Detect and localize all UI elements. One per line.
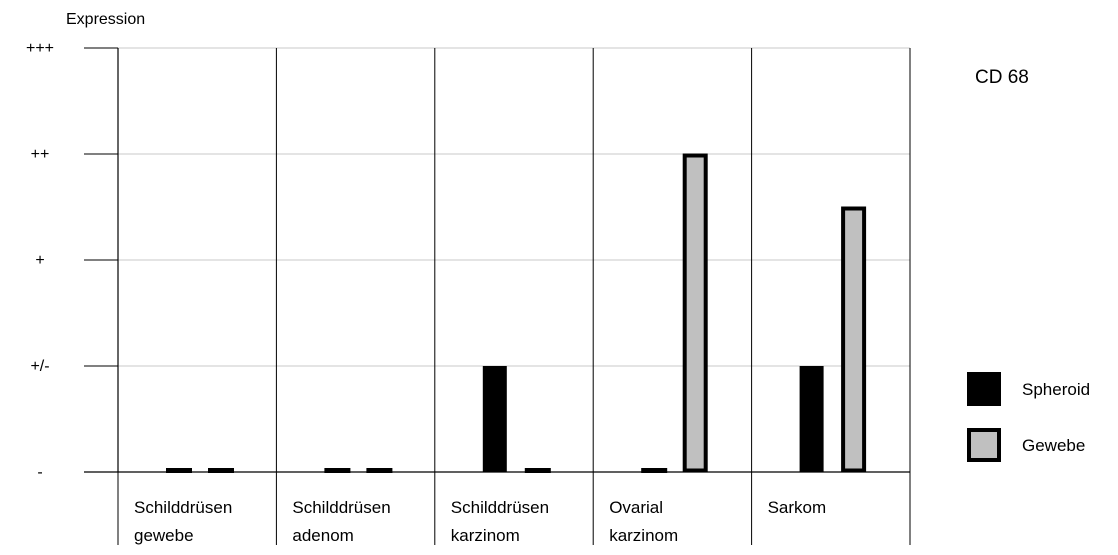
chart-title: CD 68 (975, 67, 1029, 88)
bar-gewebe (682, 153, 708, 473)
legend-label-spheroid: Spheroid (1022, 380, 1090, 399)
bar-gewebe (208, 468, 234, 473)
y-tick-label: + (35, 252, 44, 269)
category-label: Schilddrüsen (134, 498, 232, 517)
labels: -+/-++++++SchilddrüsengewebeSchilddrüsen… (26, 40, 826, 545)
bar-gewebe (366, 468, 393, 473)
y-tick-label: - (37, 464, 42, 481)
y-tick-label: +/- (30, 358, 49, 375)
category-label: adenom (292, 526, 353, 545)
legend-swatch-spheroid (967, 372, 1001, 406)
bar-spheroid (482, 366, 507, 472)
bar-spheroid (324, 468, 351, 473)
y-axis-label: Expression (66, 11, 145, 28)
category-label: Ovarial (609, 498, 663, 517)
legend-label-gewebe: Gewebe (1022, 436, 1085, 455)
category-label: karzinom (451, 526, 520, 545)
legend: Spheroid Gewebe (967, 372, 1090, 462)
y-tick-label: +++ (26, 40, 54, 57)
bar-gewebe (524, 468, 551, 473)
category-label: Sarkom (768, 498, 827, 517)
y-tick-label: ++ (31, 146, 50, 163)
bar-spheroid (799, 366, 824, 472)
category-label: Schilddrüsen (292, 498, 390, 517)
category-label: gewebe (134, 526, 194, 545)
axes (84, 47, 911, 545)
category-label: karzinom (609, 526, 678, 545)
category-label: Schilddrüsen (451, 498, 549, 517)
bar-spheroid (641, 468, 668, 473)
legend-swatch-gewebe (967, 428, 1001, 462)
bars (166, 153, 867, 473)
gridlines (118, 47, 910, 367)
bar-gewebe (841, 206, 867, 473)
bar-spheroid (166, 468, 192, 473)
